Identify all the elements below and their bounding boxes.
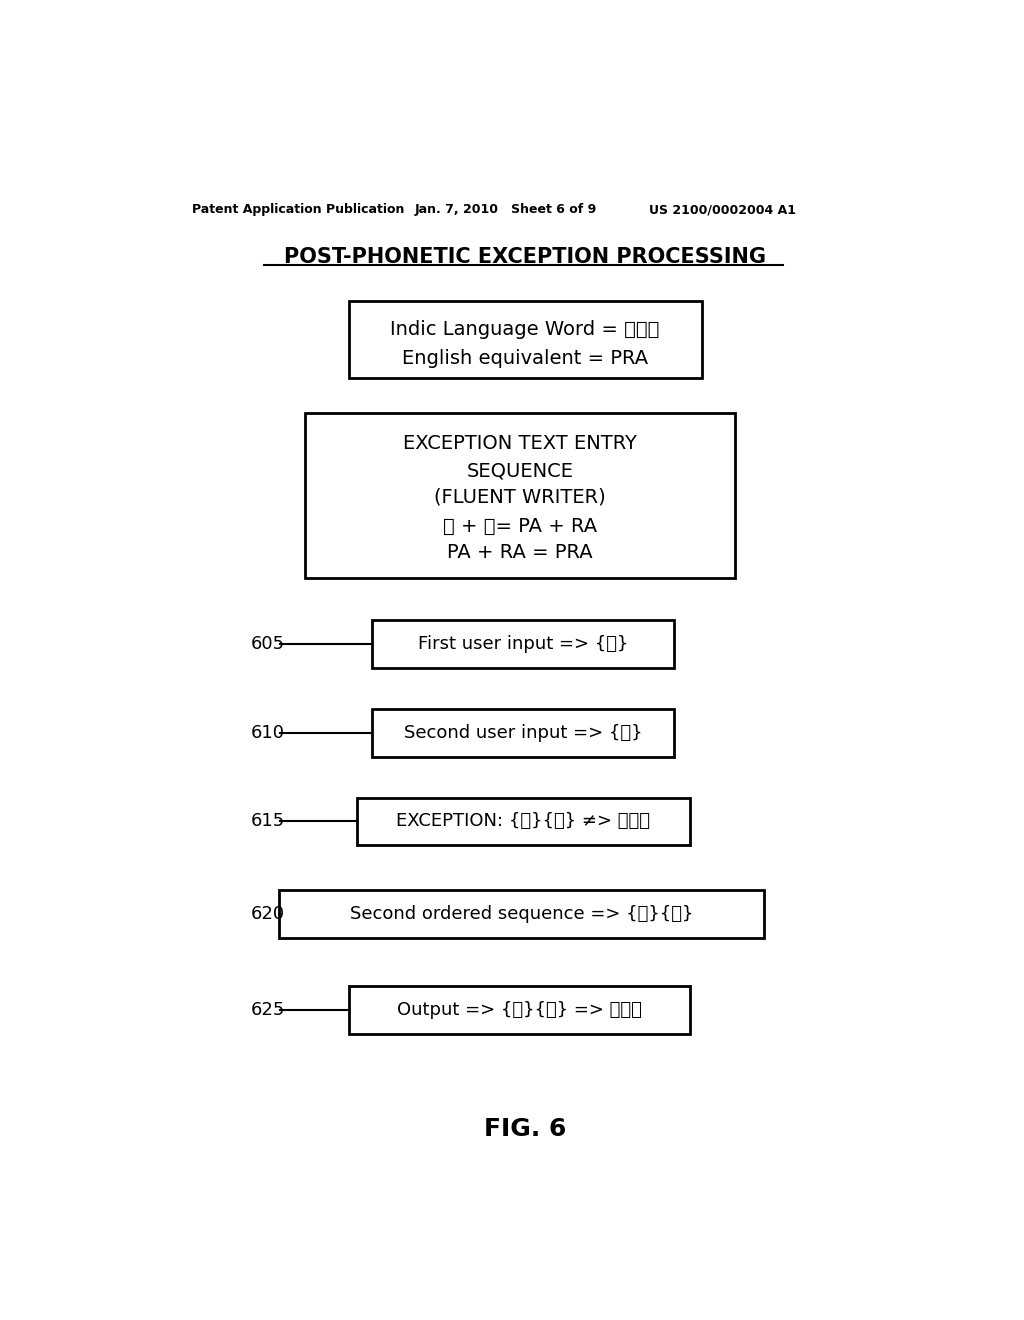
- Text: Jan. 7, 2010   Sheet 6 of 9: Jan. 7, 2010 Sheet 6 of 9: [415, 203, 597, 216]
- Text: First user input => {प}: First user input => {प}: [418, 635, 629, 653]
- Bar: [349, 301, 701, 378]
- Text: PA + RA = PRA: PA + RA = PRA: [446, 544, 593, 562]
- Text: Output => {प}{र} => प्र: Output => {प}{र} => प्र: [397, 1001, 642, 1019]
- Text: EXCEPTION: {प}{्} ≠> प्र: EXCEPTION: {प}{्} ≠> प्र: [396, 812, 650, 830]
- Text: US 2100/0002004 A1: US 2100/0002004 A1: [649, 203, 796, 216]
- Text: 625: 625: [251, 1001, 285, 1019]
- Text: SEQUENCE: SEQUENCE: [466, 461, 573, 480]
- Text: FIG. 6: FIG. 6: [483, 1117, 566, 1140]
- Bar: [372, 620, 675, 668]
- Text: 615: 615: [251, 812, 285, 830]
- Text: प + ्= PA + RA: प + ्= PA + RA: [442, 516, 597, 536]
- Bar: [372, 709, 675, 756]
- Text: Patent Application Publication: Patent Application Publication: [191, 203, 403, 216]
- Bar: [349, 986, 690, 1034]
- Bar: [280, 890, 764, 937]
- Text: POST-PHONETIC EXCEPTION PROCESSING: POST-PHONETIC EXCEPTION PROCESSING: [284, 247, 766, 267]
- Text: English equivalent = PRA: English equivalent = PRA: [402, 348, 648, 367]
- Text: Indic Language Word = प्र: Indic Language Word = प्र: [390, 321, 659, 339]
- Text: EXCEPTION TEXT ENTRY: EXCEPTION TEXT ENTRY: [402, 434, 637, 453]
- Text: Second ordered sequence => {प}{र}: Second ordered sequence => {प}{र}: [349, 904, 693, 923]
- Text: 620: 620: [251, 904, 285, 923]
- Text: (FLUENT WRITER): (FLUENT WRITER): [434, 488, 605, 507]
- Text: 605: 605: [251, 635, 285, 653]
- Bar: [305, 413, 735, 578]
- Bar: [356, 797, 690, 845]
- Text: Second user input => {्}: Second user input => {्}: [404, 723, 642, 742]
- Text: 610: 610: [251, 723, 285, 742]
